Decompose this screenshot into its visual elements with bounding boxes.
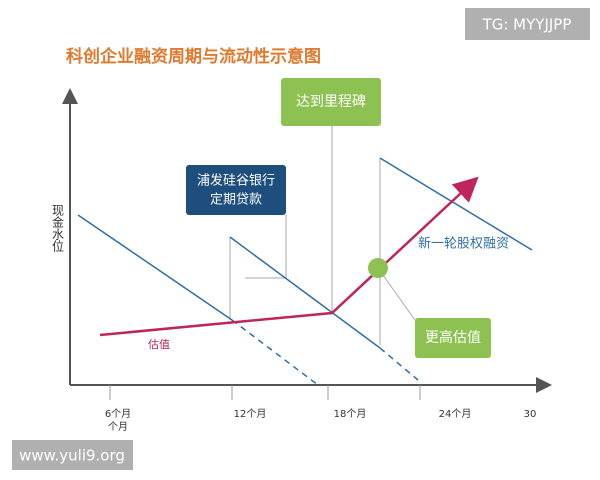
loan-text: 浦发硅谷银行 — [197, 173, 275, 189]
new-round-label: 新一轮股权融资 — [418, 236, 509, 252]
x-tick-label: 6个月 — [105, 408, 131, 420]
cash-lines — [77, 157, 533, 386]
y-axis-label: 现金水位 — [51, 204, 65, 252]
x-tick-label: 18个月 — [334, 408, 367, 420]
loan-box — [186, 165, 286, 215]
watermark-box — [12, 440, 133, 470]
title: 科创企业融资周期与流动性示意图 — [66, 46, 321, 67]
watermark-box — [465, 8, 590, 40]
milestone-text: 达到里程碑 — [296, 94, 366, 110]
higher-valuation-box — [415, 318, 491, 358]
y-axis-label-text: 现金水位 — [51, 204, 65, 252]
guides — [229, 126, 416, 345]
x-tick-label: 30 — [524, 409, 537, 420]
watermark-bottom: www.yuli9.org — [19, 447, 125, 465]
x-tick-label: 24个月 — [439, 408, 472, 420]
watermark-top: TG: MYYJJPP — [482, 16, 572, 34]
x-tick-label: 个月 — [108, 421, 128, 433]
x-tick-label: 12个月 — [234, 408, 267, 420]
higher-valuation-text: 更高估值 — [425, 329, 481, 346]
milestone-dot — [368, 258, 388, 278]
valuation-label: 估值 — [148, 338, 170, 351]
loan-text: 定期贷款 — [210, 193, 262, 208]
milestone-box — [281, 78, 381, 126]
valuation-line — [99, 176, 479, 337]
